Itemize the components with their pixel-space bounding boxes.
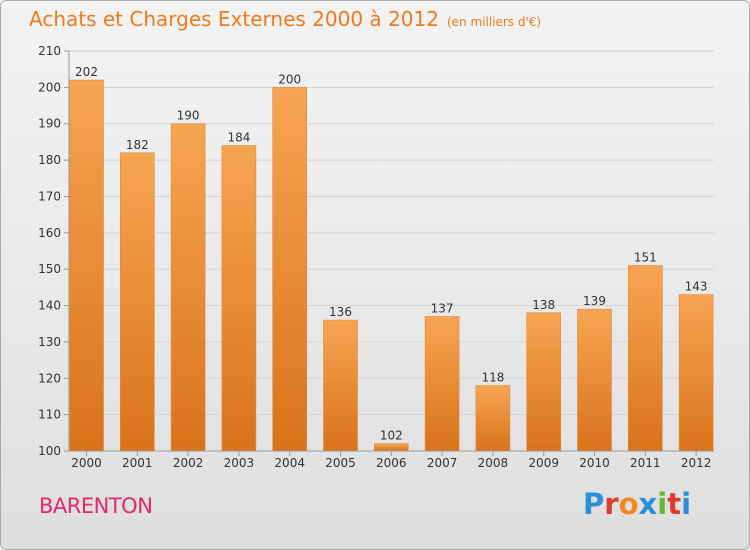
commune-name: BARENTON	[39, 494, 153, 518]
x-tick-label: 2005	[325, 456, 356, 470]
bar	[323, 319, 358, 452]
y-tick-label: 120	[38, 371, 61, 385]
y-tick-label: 210	[38, 44, 61, 58]
x-tick-label: 2004	[274, 456, 305, 470]
grid-lines	[69, 50, 714, 452]
y-tick-label: 100	[38, 444, 61, 458]
x-tick-label: 2006	[376, 456, 407, 470]
bar	[221, 145, 257, 452]
logo-letter: t	[667, 487, 682, 521]
logo-letter: P	[583, 487, 605, 521]
data-label: 138	[532, 298, 555, 312]
data-label: 200	[278, 72, 301, 86]
x-tick-label: 2003	[224, 456, 255, 470]
bar	[678, 294, 714, 452]
y-tick-label: 190	[38, 117, 61, 131]
data-label: 143	[685, 280, 708, 294]
logo-letter: r	[604, 487, 619, 521]
logo-letter: i	[681, 487, 692, 521]
data-label: 102	[380, 429, 403, 443]
bar	[577, 308, 612, 452]
y-tick-label: 170	[38, 189, 61, 203]
bar	[272, 87, 308, 452]
data-label: 202	[75, 65, 98, 79]
bar	[424, 316, 460, 452]
y-axis-ticks: 100 110 120 130 140 150 160 170 180 190 200 210	[38, 44, 69, 458]
y-tick-label: 160	[38, 226, 61, 240]
bar	[170, 123, 206, 452]
bar	[475, 385, 511, 452]
proxiti-logo[interactable]: Proxiti	[583, 487, 691, 521]
y-tick-label: 180	[38, 153, 61, 167]
y-tick-label: 140	[38, 299, 61, 313]
chart-subtitle: (en milliers d'€)	[446, 15, 542, 29]
data-label: 139	[583, 294, 606, 308]
y-tick-label: 110	[38, 408, 61, 422]
logo-letter: x	[638, 487, 658, 521]
x-tick-label: 2001	[122, 456, 153, 470]
x-tick-label: 2010	[579, 456, 610, 470]
chart-title-text: Achats et Charges Externes 2000 à 2012	[29, 7, 439, 31]
y-tick-label: 150	[38, 262, 61, 276]
x-axis-ticks: 2000 2001 2002 2003 2004 2005 2006 2007 2008 2009…	[71, 451, 711, 470]
data-label: 136	[329, 305, 352, 319]
y-tick-label: 130	[38, 335, 61, 349]
x-tick-label: 2002	[173, 456, 204, 470]
data-label: 151	[634, 251, 657, 265]
data-label: 118	[481, 371, 504, 385]
y-tick-label: 200	[38, 80, 61, 94]
data-labels: 202 182 190 184 200 136 102 137 118 138 139 151 143	[75, 65, 708, 443]
logo-letter: o	[618, 487, 639, 521]
x-tick-label: 2000	[71, 456, 102, 470]
x-tick-label: 2008	[478, 456, 509, 470]
data-label: 182	[126, 138, 149, 152]
bars	[69, 79, 714, 452]
data-label: 184	[227, 131, 250, 145]
x-tick-label: 2007	[427, 456, 458, 470]
chart-title: Achats et Charges Externes 2000 à 2012 (e…	[29, 7, 541, 31]
bar	[373, 443, 409, 452]
data-label: 190	[177, 109, 200, 123]
x-tick-label: 2011	[630, 456, 661, 470]
axes	[68, 51, 714, 452]
bar	[120, 152, 155, 452]
bar	[526, 312, 562, 452]
bar	[627, 265, 663, 452]
data-label: 137	[431, 301, 454, 315]
logo-letter: i	[657, 487, 668, 521]
x-tick-label: 2012	[681, 456, 712, 470]
x-tick-label: 2009	[528, 456, 559, 470]
bar	[69, 79, 104, 452]
